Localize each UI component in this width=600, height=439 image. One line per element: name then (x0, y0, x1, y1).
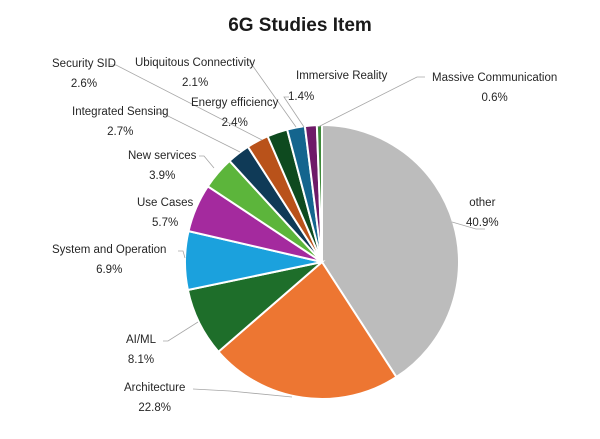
label-energy-pct: 2.4% (221, 117, 248, 129)
leader-line-massive (317, 76, 425, 128)
label-energy-efficiency: Energy efficiency 2.4% (191, 96, 278, 130)
label-ubiquitous-name: Ubiquitous Connectivity (135, 57, 256, 69)
pie-slice-architecture (217, 260, 398, 400)
label-architecture-name: Architecture (124, 382, 186, 394)
leader-line-immersive (283, 96, 305, 128)
label-newservices-name: New services (128, 150, 197, 162)
label-new-services: New services 3.9% (128, 149, 196, 183)
label-architecture: Architecture 22.8% (124, 381, 185, 415)
label-security-pct: 2.6% (70, 78, 98, 90)
label-massive-name: Massive Communication (432, 72, 558, 84)
label-other-name: other (469, 197, 496, 209)
label-usecases-name: Use Cases (137, 197, 194, 209)
label-immersive-pct-wrap: 1.4% (288, 90, 314, 104)
label-aiml-name: AI/ML (126, 334, 157, 346)
leader-line-system (178, 250, 186, 259)
label-sensing-pct: 2.7% (107, 126, 134, 138)
label-integrated-sensing: Integrated Sensing 2.7% (72, 105, 169, 139)
label-other-pct: 40.9% (466, 217, 499, 229)
pie-slices (184, 123, 460, 400)
label-immersive-reality: Immersive Reality (296, 69, 387, 83)
label-system-name: System and Operation (52, 244, 167, 256)
label-security-name: Security SID (52, 58, 116, 70)
label-system-and-operation: System and Operation 6.9% (52, 243, 166, 277)
leader-line-other (451, 221, 485, 230)
leader-line-ubiquitous (249, 60, 297, 128)
label-immersive-pct: 1.4% (288, 91, 315, 103)
label-energy-name: Energy efficiency (191, 97, 279, 109)
leader-line-sensing (156, 112, 241, 153)
label-ubiquitous-pct: 2.1% (181, 77, 209, 89)
leader-line-aiml (163, 321, 199, 342)
label-system-pct: 6.9% (96, 264, 123, 276)
label-usecases-pct: 5.7% (152, 217, 179, 229)
leader-line-newservices (199, 155, 215, 169)
label-architecture-pct: 22.8% (138, 402, 171, 414)
label-sensing-name: Integrated Sensing (72, 106, 169, 118)
label-aiml: AI/ML 8.1% (126, 333, 156, 367)
leader-lines (110, 60, 485, 398)
label-immersive-name: Immersive Reality (296, 70, 388, 82)
leader-line-architecture (192, 388, 293, 398)
label-security-sid: Security SID 2.6% (52, 57, 116, 91)
label-massive-pct: 0.6% (481, 92, 508, 104)
label-massive-communication: Massive Communication 0.6% (432, 71, 557, 105)
chart-title: 6G Studies Item (228, 15, 372, 36)
label-other: other 40.9% (466, 196, 499, 230)
label-aiml-pct: 8.1% (127, 354, 155, 366)
label-use-cases: Use Cases 5.7% (137, 196, 193, 230)
leader-line-security (110, 64, 263, 141)
label-ubiquitous-connectivity: Ubiquitous Connectivity 2.1% (135, 56, 255, 90)
label-newservices-pct: 3.9% (149, 170, 176, 182)
